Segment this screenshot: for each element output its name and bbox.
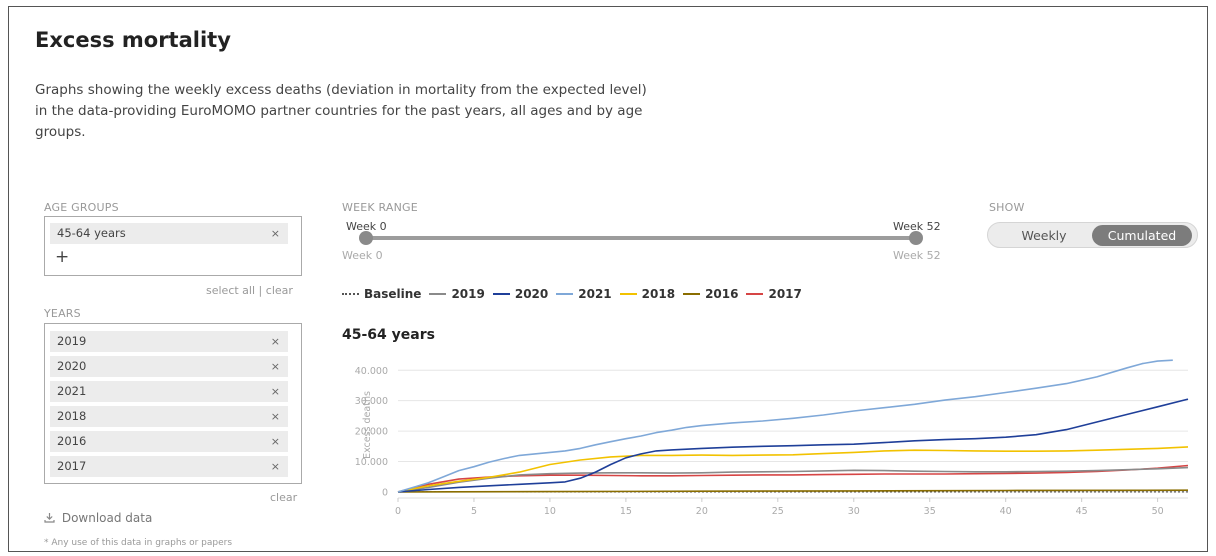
legend-item-baseline[interactable]: Baseline bbox=[342, 287, 421, 301]
age-groups-label: AGE GROUPS bbox=[44, 201, 119, 214]
show-toggle[interactable]: Weekly Cumulated bbox=[987, 222, 1198, 248]
legend-label: 2020 bbox=[514, 287, 549, 301]
y-tick-label: 10.000 bbox=[355, 457, 388, 468]
year-tag-label: 2018 bbox=[57, 409, 87, 423]
legend-item-2017[interactable]: 2017 bbox=[746, 287, 802, 301]
week-range-end-handle[interactable] bbox=[909, 231, 923, 245]
remove-tag-icon[interactable]: × bbox=[270, 227, 280, 240]
legend-item-2021[interactable]: 2021 bbox=[556, 287, 612, 301]
year-tag-label: 2021 bbox=[57, 384, 87, 398]
x-tick-label: 30 bbox=[848, 506, 860, 517]
legend-swatch bbox=[556, 293, 574, 295]
legend-label: 2016 bbox=[705, 287, 739, 301]
series-line-2017 bbox=[397, 464, 1189, 493]
remove-tag-icon[interactable]: × bbox=[270, 460, 280, 473]
legend-item-2019[interactable]: 2019 bbox=[429, 287, 485, 301]
year-tag-2019: 2019 × bbox=[50, 331, 288, 352]
x-tick-label: 5 bbox=[471, 506, 477, 517]
series-line-2020 bbox=[397, 398, 1189, 493]
series-line-2021 bbox=[397, 359, 1173, 493]
week-range-label: WEEK RANGE bbox=[342, 201, 418, 214]
legend-swatch bbox=[429, 293, 447, 295]
week-range-ceiling: Week 52 bbox=[893, 249, 941, 262]
clear-years-link[interactable]: clear bbox=[270, 491, 298, 504]
legend-item-2020[interactable]: 2020 bbox=[492, 287, 549, 301]
legend-swatch bbox=[746, 293, 764, 295]
legend-label: 2021 bbox=[578, 287, 612, 301]
week-range-start-value: Week 0 bbox=[346, 220, 387, 233]
x-tick-label: 15 bbox=[620, 506, 632, 517]
legend-label: Baseline bbox=[364, 287, 422, 301]
x-tick-label: 45 bbox=[1076, 506, 1088, 517]
legend-label: 2018 bbox=[641, 287, 676, 301]
year-tag-2021: 2021 × bbox=[50, 381, 288, 402]
y-tick-label: 40.000 bbox=[355, 366, 388, 377]
chart-title: 45-64 years bbox=[342, 327, 435, 343]
legend-swatch bbox=[683, 293, 701, 295]
footnote: * Any use of this data in graphs or pape… bbox=[44, 538, 233, 548]
page-title: Excess mortality bbox=[35, 28, 231, 52]
legend-item-2016[interactable]: 2016 bbox=[683, 287, 738, 301]
excess-deaths-chart: 0 10.000 20.000 30.000 40.000 0 5 10 15 20 25 30 35 4… bbox=[355, 359, 1189, 517]
x-tick-label: 50 bbox=[1152, 506, 1164, 517]
age-group-tag-label: 45-64 years bbox=[57, 226, 126, 240]
series-line-2018 bbox=[397, 446, 1189, 493]
series-line-2019 bbox=[397, 466, 1189, 493]
download-data-button[interactable]: Download data bbox=[44, 511, 152, 525]
x-tick-label: 25 bbox=[772, 506, 784, 517]
year-tag-label: 2019 bbox=[57, 334, 87, 348]
x-tick-label: 0 bbox=[395, 506, 401, 517]
chart-legend: Baseline 2019 2020 2021 2018 2016 2017 bbox=[342, 285, 810, 303]
years-select[interactable]: 2019 × 2020 × 2021 × 2018 × 2016 × 2017 … bbox=[44, 323, 302, 484]
legend-swatch bbox=[342, 293, 359, 295]
remove-tag-icon[interactable]: × bbox=[270, 410, 280, 423]
remove-tag-icon[interactable]: × bbox=[270, 335, 280, 348]
remove-tag-icon[interactable]: × bbox=[270, 385, 280, 398]
weekly-option[interactable]: Weekly bbox=[1021, 228, 1067, 243]
remove-tag-icon[interactable]: × bbox=[270, 435, 280, 448]
x-tick-label: 40 bbox=[1000, 506, 1012, 517]
x-tick-label: 35 bbox=[924, 506, 936, 517]
year-tag-2020: 2020 × bbox=[50, 356, 288, 377]
y-axis-label: Excess deaths bbox=[362, 391, 373, 459]
remove-tag-icon[interactable]: × bbox=[270, 360, 280, 373]
link-separator: | bbox=[258, 284, 263, 297]
show-label: SHOW bbox=[989, 201, 1025, 214]
x-tick-label: 10 bbox=[544, 506, 556, 517]
years-label: YEARS bbox=[44, 307, 81, 320]
legend-label: 2019 bbox=[451, 287, 485, 301]
select-all-link[interactable]: select all bbox=[206, 284, 256, 297]
add-age-group-icon[interactable]: + bbox=[55, 247, 70, 267]
y-tick-label: 20.000 bbox=[355, 427, 388, 438]
legend-item-2018[interactable]: 2018 bbox=[619, 287, 676, 301]
year-tag-label: 2020 bbox=[57, 359, 87, 373]
year-tag-2016: 2016 × bbox=[50, 431, 288, 452]
week-range-slider[interactable] bbox=[365, 236, 916, 240]
year-tag-label: 2017 bbox=[57, 459, 87, 473]
year-tag-2017: 2017 × bbox=[50, 456, 288, 477]
year-tag-2018: 2018 × bbox=[50, 406, 288, 427]
clear-age-groups-link[interactable]: clear bbox=[265, 284, 293, 297]
year-tag-label: 2016 bbox=[57, 434, 87, 448]
download-data-label: Download data bbox=[61, 511, 153, 525]
x-tick-label: 20 bbox=[696, 506, 708, 517]
y-tick-label: 30.000 bbox=[355, 396, 388, 407]
download-icon bbox=[44, 511, 62, 525]
age-groups-select[interactable]: 45-64 years × + bbox=[44, 216, 302, 276]
legend-label: 2017 bbox=[768, 287, 802, 301]
legend-swatch bbox=[619, 293, 637, 295]
series-line-2016 bbox=[397, 489, 1189, 493]
week-range-end-value: Week 52 bbox=[893, 220, 941, 233]
y-tick-label: 0 bbox=[382, 487, 388, 498]
page-description: Graphs showing the weekly excess deaths … bbox=[35, 82, 647, 140]
age-groups-actions: select all | clear bbox=[206, 284, 293, 297]
legend-swatch bbox=[492, 293, 510, 295]
week-range-floor: Week 0 bbox=[342, 249, 383, 262]
week-range-start-handle[interactable] bbox=[359, 231, 373, 245]
age-group-tag: 45-64 years × bbox=[50, 223, 288, 244]
cumulated-option[interactable]: Cumulated bbox=[1092, 225, 1192, 246]
